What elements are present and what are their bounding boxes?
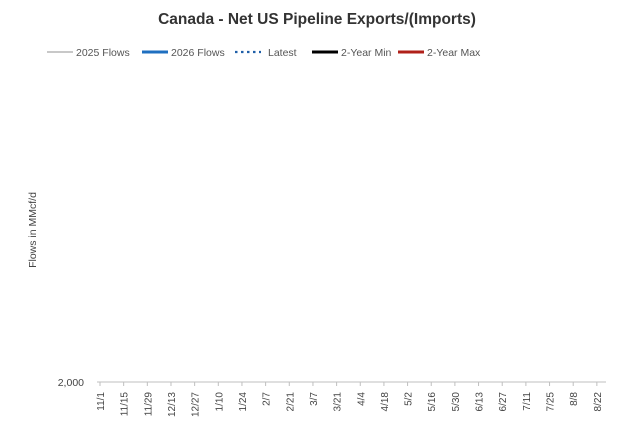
x-tick-label: 6/27	[498, 392, 509, 412]
legend: 2025 Flows 2026 Flows Latest 2-Year Min 2-Ye…	[47, 47, 481, 59]
x-tick-label: 11/29	[143, 392, 154, 417]
chart-title: Canada - Net US Pipeline Exports/(Import…	[158, 11, 476, 28]
x-tick-label: 4/4	[356, 392, 367, 406]
x-tick-label: 5/2	[404, 392, 415, 406]
legend-label: 2025 Flows	[76, 47, 130, 59]
x-tick-label: 7/11	[522, 392, 533, 411]
legend-label: 2-Year Max	[427, 47, 481, 59]
x-tick-label: 3/21	[333, 392, 344, 412]
x-tick-label: 5/30	[451, 392, 462, 412]
x-tick-label: 8/8	[569, 392, 580, 406]
legend-label: 2-Year Min	[341, 47, 392, 59]
gridlines	[97, 381, 606, 383]
y-tick-labels: 2,0003,0004,0005,0006,0007,0008,0009,000…	[58, 377, 84, 389]
x-tick-label: 3/7	[309, 392, 320, 406]
legend-label: 2026 Flows	[171, 47, 225, 59]
x-tick-label: 11/1	[96, 392, 107, 411]
x-tick-label: 1/24	[238, 392, 249, 412]
x-tick-label: 4/18	[380, 392, 391, 412]
x-tick-label: 7/25	[546, 392, 557, 412]
x-tick-label: 12/27	[191, 392, 202, 417]
x-tick-label: 1/10	[214, 392, 225, 412]
x-tick-label: 12/13	[167, 392, 178, 417]
x-tick-label: 5/16	[427, 392, 438, 412]
x-tick-label: 2/21	[285, 392, 296, 412]
y-tick-label: 2,000	[58, 377, 84, 389]
x-tick-labels: 11/1 11/15 11/29 12/13 12/27 1/10 1/24 2/7 2/21 3…	[96, 382, 604, 417]
x-tick-label: 8/22	[593, 392, 604, 412]
x-tick-label: 11/15	[120, 392, 131, 417]
x-tick-label: 2/7	[262, 392, 273, 406]
y-axis-label: Flows in MMcf/d	[27, 192, 39, 268]
x-tick-label: 6/13	[475, 392, 486, 412]
legend-label: Latest	[268, 47, 297, 59]
